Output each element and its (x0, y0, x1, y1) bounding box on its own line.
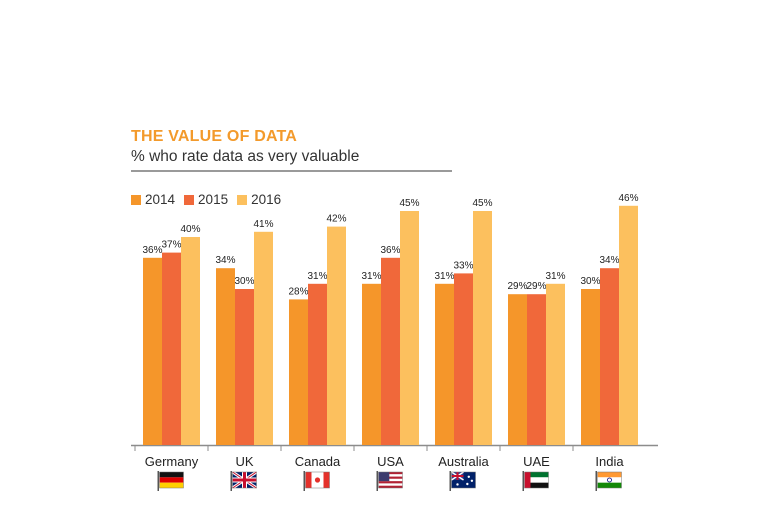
data-label: 45% (472, 198, 492, 209)
x-tick-label: Germany (145, 454, 199, 469)
bar-2015-canada (308, 283, 327, 445)
bar-2015-usa (381, 257, 400, 445)
data-label: 30% (234, 276, 254, 287)
bar-2014-usa (362, 283, 381, 445)
bar-2015-uae (527, 294, 546, 445)
bar-2016-usa (400, 211, 419, 445)
bar-2016-canada (327, 226, 346, 445)
data-label: 33% (453, 260, 473, 271)
x-tick-label: Australia (438, 454, 489, 469)
legend-item-2016: 2016 (237, 192, 281, 207)
x-tick-label: India (595, 454, 624, 469)
x-tick-label: UK (235, 454, 253, 469)
data-label: 41% (253, 219, 273, 230)
title-divider (131, 170, 452, 172)
bar-2016-germany (181, 237, 200, 445)
data-label: 31% (434, 271, 454, 282)
bar-2014-uk (216, 268, 235, 445)
data-label: 28% (288, 286, 308, 297)
chart-title: THE VALUE OF DATA (131, 128, 298, 145)
data-label: 42% (326, 214, 346, 225)
data-label: 31% (545, 271, 565, 282)
bar-2014-germany (143, 257, 162, 445)
bar-2015-australia (454, 273, 473, 445)
chart-subtitle: % who rate data as very valuable (131, 148, 360, 165)
legend-label-2015: 2015 (198, 192, 229, 207)
bar-2014-canada (289, 299, 308, 445)
bar-2016-australia (473, 211, 492, 445)
bar-2016-uk (254, 231, 273, 445)
chart-legend: 2014 2015 2016 (131, 192, 290, 207)
data-label: 31% (307, 271, 327, 282)
bar-2016-uae (546, 283, 565, 445)
flag-germany-icon (157, 471, 184, 491)
data-label: 29% (507, 281, 527, 292)
data-label: 34% (215, 255, 235, 266)
flag-australia-icon (449, 471, 476, 491)
data-label: 37% (161, 240, 181, 251)
legend-item-2014: 2014 (131, 192, 175, 207)
bar-2014-uae (508, 294, 527, 445)
legend-label-2014: 2014 (145, 192, 176, 207)
flag-uk-icon (230, 470, 258, 491)
x-tick-label: UAE (523, 454, 550, 469)
flag-india-icon (595, 471, 622, 491)
data-label: 40% (180, 224, 200, 235)
flag-canada-icon (303, 471, 330, 491)
data-label: 31% (361, 271, 381, 282)
data-label: 29% (526, 281, 546, 292)
legend-item-2015: 2015 (184, 192, 228, 207)
legend-swatch-2014 (131, 194, 141, 205)
flag-uae-icon (522, 471, 549, 491)
flag-usa-icon (376, 471, 403, 491)
bar-2015-india (600, 268, 619, 445)
data-label: 45% (399, 198, 419, 209)
data-label: 34% (599, 255, 619, 266)
data-label: 46% (618, 193, 638, 204)
bar-2014-australia (435, 283, 454, 445)
x-tick-label: USA (377, 454, 404, 469)
legend-label-2016: 2016 (251, 192, 282, 207)
bar-2015-uk (235, 289, 254, 445)
bar-2016-india (619, 205, 638, 445)
legend-swatch-2016 (237, 194, 248, 205)
x-tick-label: Canada (295, 454, 341, 469)
data-label: 36% (142, 245, 162, 256)
bar-2015-germany (162, 252, 181, 445)
bar-2014-india (581, 289, 600, 445)
legend-swatch-2015 (184, 194, 195, 205)
data-label: 36% (380, 245, 400, 256)
data-label: 30% (580, 276, 600, 287)
